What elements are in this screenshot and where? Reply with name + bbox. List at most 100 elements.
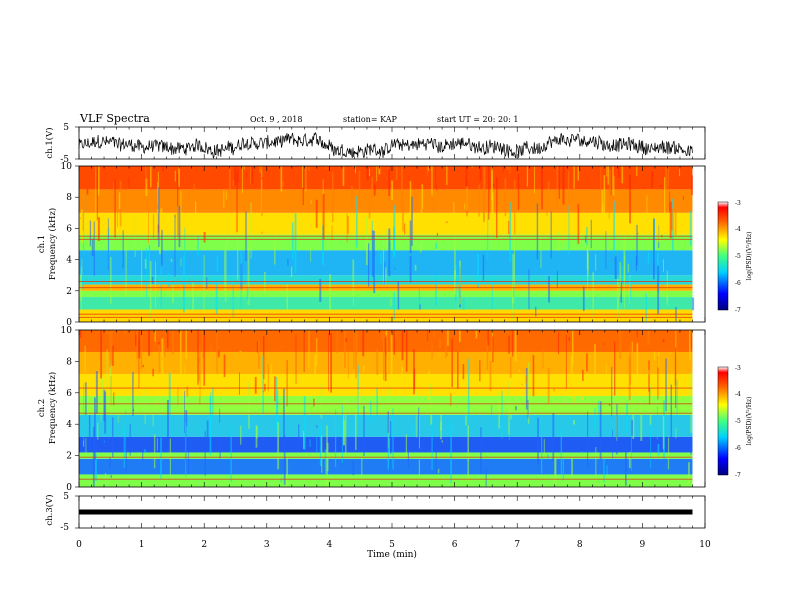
ch1-spectrogram-streak (176, 188, 179, 237)
ch1-spectrogram-band-6 (79, 234, 693, 251)
ch2-colorbar-label: log(PSD)(V²/Hz) (746, 397, 753, 446)
ch2-spectrogram-streak (352, 460, 355, 476)
ch2-spectrogram-streak (256, 341, 259, 353)
ch1-spectrogram-streak (629, 174, 632, 224)
ch1-spectrogram-streak (512, 253, 515, 304)
ch1-spectrogram-ytick-label: 10 (61, 162, 73, 172)
ch1-spectrogram-streak (568, 170, 570, 205)
ch1-spectrogram-streak (623, 255, 625, 309)
ch2-spectrogram-panel: 0 2 4 6 8 10 (61, 326, 706, 493)
ch1-spectrogram-streak (401, 166, 403, 210)
ch1-spectrogram-streak (504, 178, 507, 217)
ch2-spectrogram-streak (662, 339, 665, 343)
ch1-spectrogram-streak (237, 166, 239, 183)
ch1-spectrogram-streak (613, 201, 616, 253)
ch1-spectrogram-streak (606, 166, 608, 177)
ch1-spectrogram-streak (651, 171, 654, 188)
ch1-spectrogram-streak (528, 269, 530, 310)
x-tick-label: 7 (514, 540, 520, 550)
ch2-spectrogram-streak (498, 392, 500, 429)
ch1-spectrogram-streak (592, 272, 594, 317)
ch2-spectrogram-streak (675, 347, 677, 409)
ch2-spectrogram-streak (112, 330, 114, 333)
ch2-spectrogram-streak (572, 330, 574, 366)
ch1-spectrogram-band-9 (79, 166, 693, 190)
x-tick-label: 1 (139, 540, 145, 550)
ch2-spectrogram-streak (314, 355, 317, 382)
ch2-spectrogram-streak (153, 434, 156, 469)
time-axis: 0 1 2 3 4 5 6 7 8 9 10 (76, 540, 711, 550)
ch2-spectrogram-streak (219, 440, 221, 459)
ch2-spectrogram-streak (113, 392, 115, 406)
ch1-spectrogram-streak (342, 166, 345, 186)
ch1-spectrogram-streak (491, 170, 493, 201)
ch1-spectrogram-streak (119, 180, 122, 227)
ch2-spectrogram-streak (689, 330, 691, 360)
ch1-spectrogram-streak (125, 242, 127, 298)
ch1-spectrogram-streak (608, 169, 610, 220)
ch1-spectrogram-streak (483, 166, 485, 223)
ch1-spectrogram-streak (80, 217, 82, 220)
ch2-spectrogram-streak (518, 369, 521, 373)
ch2-spectrogram-streak (636, 343, 639, 376)
ch1-spectrogram-streak (636, 224, 638, 266)
ch1-spectrogram-streak (261, 177, 263, 180)
ch1-spectrogram-streak (550, 211, 552, 259)
ch1-spectrogram-streak (479, 166, 482, 181)
ch2-spectrogram-streak (552, 413, 555, 462)
ch2-spectrogram-streak (135, 330, 137, 346)
ch2-spectrogram-streak (106, 349, 108, 412)
ch2-spectrogram-streak (345, 338, 348, 343)
ch2-spectrogram-streak (324, 449, 327, 476)
ch2-spectrogram-streak (298, 424, 300, 449)
ch1-spectrogram-streak (134, 214, 136, 258)
ch1-spectrogram-streak (679, 202, 682, 205)
ch2-spectrogram-streak (92, 426, 95, 487)
ch2-spectrogram-streak (594, 408, 596, 430)
ch1-spectrogram-streak (411, 196, 413, 246)
ch1-spectrogram-streak (368, 193, 371, 219)
ch2-spectrogram-streak (79, 330, 82, 338)
ch1-spectrogram-streak (308, 166, 310, 172)
ch2-spectrogram-streak (362, 365, 365, 372)
ch1-spectrogram-streak (315, 199, 318, 228)
ch2-spectrogram-streak (125, 439, 127, 473)
ch1-spectrogram-streak (534, 166, 535, 194)
ch1-spectrogram-streak (621, 265, 623, 283)
ch2-spectrogram-streak (688, 462, 690, 484)
ch2-spectrogram-streak (142, 443, 144, 462)
ch2-spectrogram-streak (479, 360, 481, 382)
ch1-spectrogram-streak (471, 166, 474, 168)
ch2-spectrogram-streak (190, 438, 192, 450)
ch1-spectrogram-streak (546, 194, 548, 217)
ch1-spectrogram-streak (174, 215, 176, 277)
ch2-spectrogram-streak (568, 337, 571, 341)
ch2-spectrogram-streak (465, 415, 467, 426)
ch1-spectrogram-streak (618, 166, 620, 178)
ch2-spectrogram-streak (160, 437, 162, 480)
ch1-spectrogram-streak (332, 172, 334, 223)
ch1-spectrogram-streak (568, 205, 570, 256)
header-date: Oct. 9 , 2018 (250, 115, 302, 124)
ch1-spectrogram-streak (629, 275, 631, 304)
ch3-waveform-trace (79, 509, 693, 515)
ch2-spectrogram-streak (388, 438, 390, 455)
ch2-spectrogram-streak (512, 330, 514, 357)
ch1-spectrogram-streak (512, 288, 514, 320)
ch2-spectrogram-streak (631, 341, 633, 353)
ch2-spectrogram-streak (110, 330, 113, 365)
ch2-spectrogram-streak (514, 330, 517, 362)
ch1-spectrogram-streak (184, 227, 186, 259)
ch1-spectrogram-streak (355, 166, 356, 174)
ch1-spectrogram-streak (419, 304, 421, 310)
ch1-spectrogram-streak (536, 203, 539, 260)
ch1-cb-tick-4: -7 (735, 307, 741, 314)
ch1-colorbar: -3 -4 -5 -6 -7 log(PSD)(V²/Hz) (717, 200, 753, 314)
ch2-spectrogram-streak (384, 337, 387, 381)
x-axis-label: Time (min) (367, 549, 417, 560)
ch2-spectrogram-streak (418, 459, 420, 482)
ch2-spectrogram-streak (662, 415, 665, 450)
ch1-spectrogram-streak (243, 166, 245, 170)
ch2-spectrogram-streak (647, 330, 650, 345)
